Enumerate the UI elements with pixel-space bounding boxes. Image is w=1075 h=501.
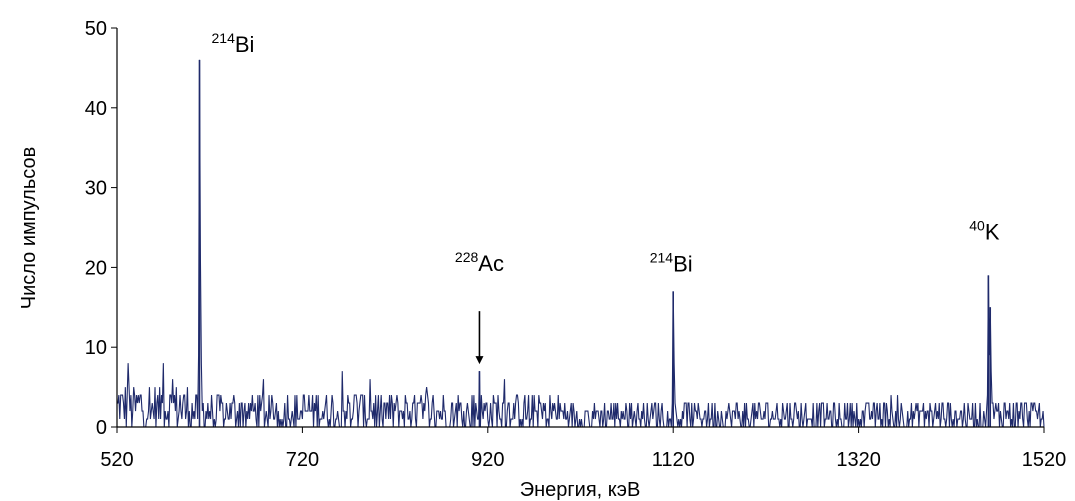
x-tick-label: 520 xyxy=(100,449,133,471)
peak-label: 214Bi xyxy=(212,30,255,57)
x-tick-label: 1520 xyxy=(1022,449,1067,471)
y-tick-label: 30 xyxy=(85,178,107,200)
x-tick-label: 1320 xyxy=(836,449,881,471)
y-tick-label: 0 xyxy=(96,417,107,439)
x-tick-label: 920 xyxy=(471,449,504,471)
axes: 0 10 20 30 40 50 520 720 920 1120 1320 1520 xyxy=(85,18,1067,471)
isotope-mass-number: 228 xyxy=(455,249,479,265)
y-tick-label: 10 xyxy=(85,337,107,359)
isotope-mass-number: 214 xyxy=(212,30,236,46)
x-tick-label: 720 xyxy=(286,449,319,471)
x-axis-title: Энергия, кэВ xyxy=(520,479,641,501)
peak-label: 228Ac xyxy=(455,249,504,276)
y-tick-label: 40 xyxy=(85,98,107,120)
isotope-symbol: Ac xyxy=(478,251,504,276)
isotope-symbol: Bi xyxy=(673,251,693,276)
isotope-mass-number: 40 xyxy=(969,217,985,233)
peak-label: 214Bi xyxy=(650,249,693,276)
y-tick-label: 50 xyxy=(85,18,107,40)
isotope-mass-number: 214 xyxy=(650,249,674,265)
y-axis-title: Число импульсов xyxy=(18,147,40,309)
x-tick-label: 1120 xyxy=(652,449,695,471)
y-tick-label: 20 xyxy=(85,257,107,279)
isotope-symbol: K xyxy=(985,219,1000,244)
arrow-head-icon xyxy=(475,356,484,365)
isotope-symbol: Bi xyxy=(235,32,255,57)
spectrum-line xyxy=(117,59,1045,428)
peak-label: 40K xyxy=(969,217,1000,244)
spectrum-series xyxy=(117,59,1045,428)
